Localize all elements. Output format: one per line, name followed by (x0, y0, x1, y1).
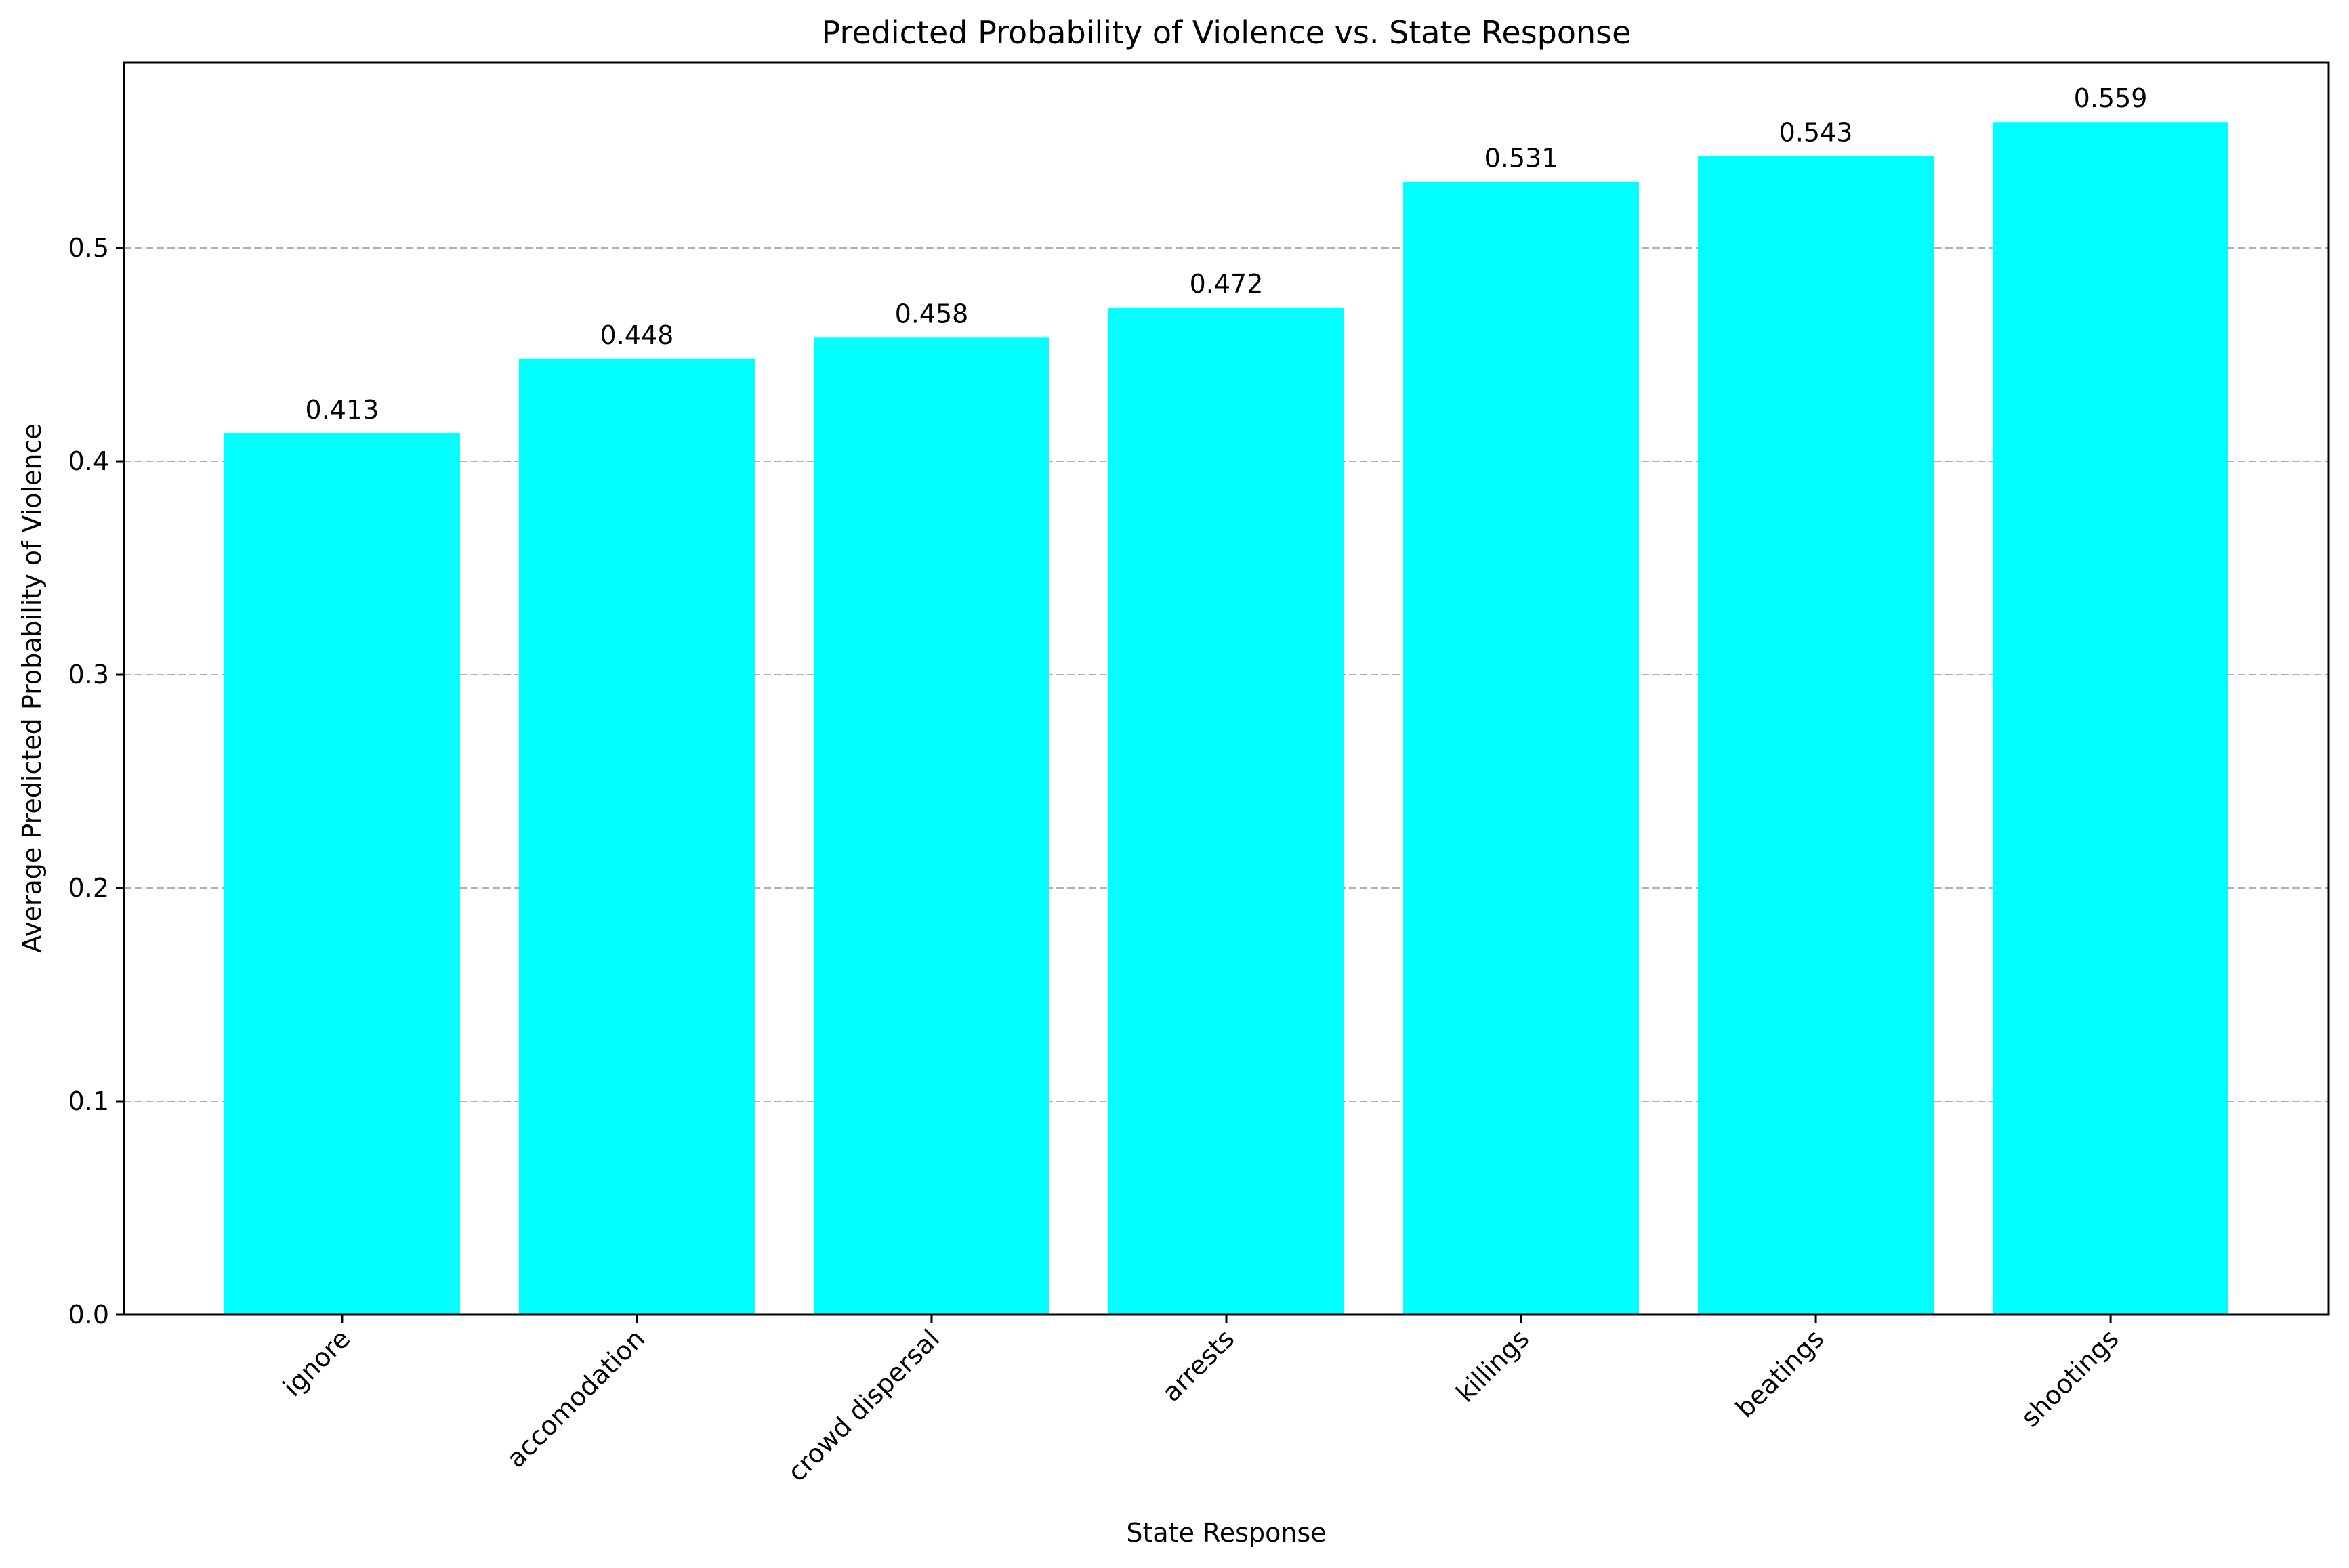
x-tick-label: accomodation (501, 1323, 650, 1473)
y-tick-label: 0.4 (68, 446, 109, 476)
bar-beatings (1698, 156, 1934, 1315)
bar-accomodation (518, 358, 755, 1315)
x-tick-label: beatings (1730, 1323, 1829, 1423)
y-tick-label: 0.1 (68, 1086, 109, 1116)
y-axis-label: Average Predicted Probability of Violenc… (17, 423, 47, 953)
bar-arrests (1108, 308, 1345, 1315)
x-tick-label: crowd dispersal (782, 1323, 945, 1487)
value-label: 0.559 (2074, 83, 2148, 113)
value-label: 0.531 (1484, 143, 1558, 173)
x-tick-label: ignore (277, 1323, 356, 1402)
y-tick-label: 0.2 (68, 873, 109, 903)
x-tick-label: shootings (2015, 1323, 2124, 1433)
value-labels: 0.413 0.448 0.458 0.472 0.531 0.543 0.559 (306, 83, 2148, 425)
y-tick-label: 0.3 (68, 660, 109, 690)
bar-crowd-dispersal (813, 337, 1049, 1315)
y-axis: 0.0 0.1 0.2 0.3 0.4 0.5 (68, 233, 124, 1330)
y-tick-label: 0.5 (68, 233, 109, 263)
x-axis: ignore accomodation crowd dispersal arrests… (277, 1315, 2124, 1487)
x-axis-label: State Response (1126, 1518, 1326, 1548)
chart-title: Predicted Probability of Violence vs. St… (822, 14, 1631, 51)
bars (224, 122, 2229, 1315)
bar-shootings (1993, 122, 2229, 1315)
y-tick-label: 0.0 (68, 1300, 109, 1330)
value-label: 0.413 (306, 395, 379, 425)
bar-killings (1403, 182, 1640, 1315)
value-label: 0.472 (1190, 269, 1264, 299)
x-tick-label: killings (1451, 1323, 1535, 1408)
value-label: 0.458 (895, 299, 969, 329)
value-label: 0.448 (600, 320, 674, 350)
bar-ignore (224, 433, 460, 1315)
x-tick-label: arrests (1157, 1323, 1241, 1407)
value-label: 0.543 (1779, 118, 1853, 148)
